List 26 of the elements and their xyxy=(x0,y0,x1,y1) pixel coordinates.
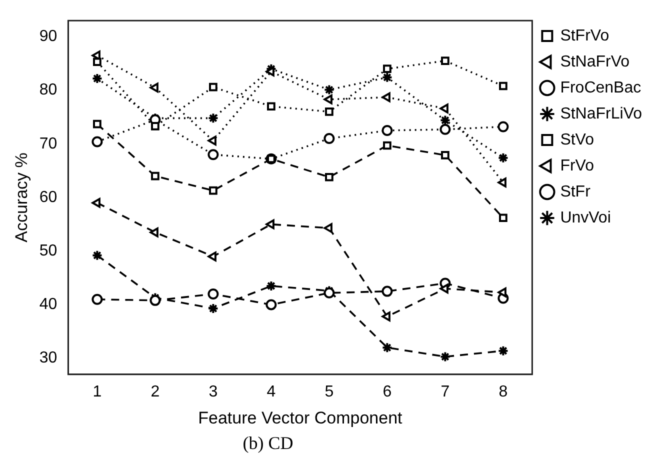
x-tick-label: 5 xyxy=(324,383,334,400)
y-tick-label: 30 xyxy=(39,350,58,367)
x-tick-label: 1 xyxy=(92,383,102,400)
legend-label: StFrVo xyxy=(560,27,610,44)
x-tick-label: 6 xyxy=(382,383,392,400)
legend-label: StNaFrVo xyxy=(560,53,630,70)
y-axis-title: Accuracy % xyxy=(12,152,31,242)
y-tick-label: 50 xyxy=(39,242,58,260)
legend-label: FroCenBac xyxy=(560,79,642,96)
legend-label: FrVo xyxy=(560,157,594,174)
x-tick-label: 8 xyxy=(498,383,508,400)
legend-label: StNaFrLiVo xyxy=(560,105,642,122)
x-tick-label: 3 xyxy=(208,383,218,400)
y-tick-label: 90 xyxy=(39,28,58,46)
text: (b) CD xyxy=(242,433,294,454)
x-axis-title: Feature Vector Component xyxy=(198,408,403,428)
y-tick-label: 60 xyxy=(39,188,58,206)
y-tick-label: 40 xyxy=(39,296,58,314)
legend-label: StVo xyxy=(560,131,594,148)
x-tick-label: 2 xyxy=(150,383,160,400)
y-tick-label: 80 xyxy=(39,82,58,99)
legend-label: UnvVoi xyxy=(560,209,611,226)
y-tick-label: 70 xyxy=(39,135,58,152)
x-tick-label: 7 xyxy=(440,383,450,400)
x-tick-label: 4 xyxy=(266,383,276,400)
legend-label: StFr xyxy=(560,183,592,200)
